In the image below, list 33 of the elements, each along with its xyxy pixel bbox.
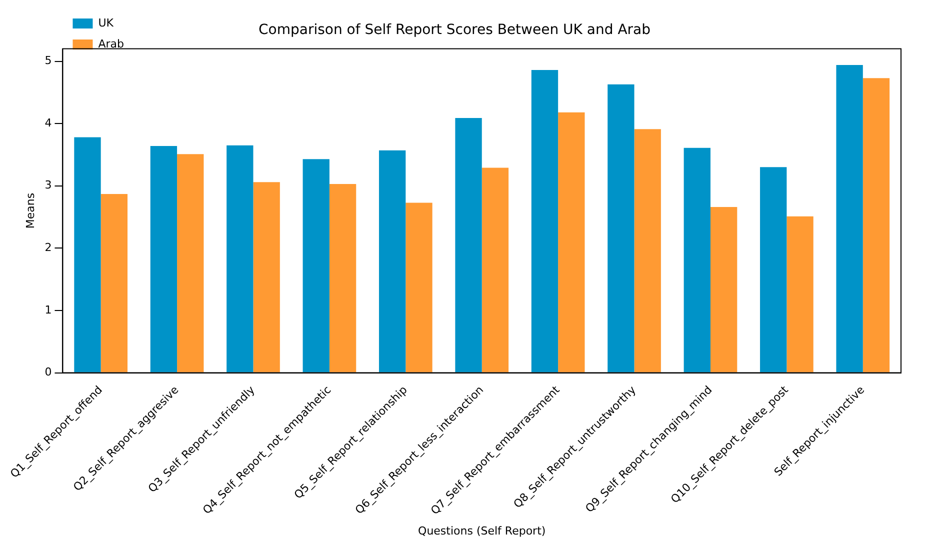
bar bbox=[74, 137, 101, 372]
y-tick-label: 0 bbox=[44, 366, 52, 379]
bar bbox=[531, 70, 558, 372]
bar bbox=[862, 78, 890, 372]
bar bbox=[302, 159, 330, 372]
y-tick-label: 3 bbox=[44, 178, 52, 192]
bar bbox=[226, 145, 254, 372]
bar bbox=[684, 148, 710, 372]
bar bbox=[329, 184, 356, 372]
bar bbox=[608, 84, 634, 372]
y-tick-label: 1 bbox=[44, 303, 52, 316]
y-tick-label: 2 bbox=[44, 241, 52, 254]
bar bbox=[482, 168, 509, 372]
bar bbox=[760, 167, 787, 372]
bar bbox=[177, 154, 204, 372]
y-axis-title: Means bbox=[24, 192, 37, 229]
chart-title: Comparison of Self Report Scores Between UK and Arab bbox=[258, 22, 651, 38]
legend-label: Arab bbox=[98, 37, 124, 50]
bar bbox=[378, 150, 406, 372]
bar bbox=[836, 65, 863, 372]
bar bbox=[253, 182, 280, 372]
x-axis-title: Questions (Self Report) bbox=[418, 524, 546, 538]
y-tick-label: 5 bbox=[44, 54, 52, 68]
y-tick-label: 4 bbox=[44, 116, 52, 130]
legend-label: UK bbox=[98, 16, 114, 30]
bar bbox=[455, 118, 482, 372]
bar bbox=[150, 146, 178, 372]
bar bbox=[786, 216, 814, 372]
bar bbox=[634, 129, 661, 372]
bar bbox=[406, 202, 432, 372]
bar bbox=[100, 194, 128, 372]
bar bbox=[558, 112, 585, 372]
bar bbox=[710, 207, 738, 372]
